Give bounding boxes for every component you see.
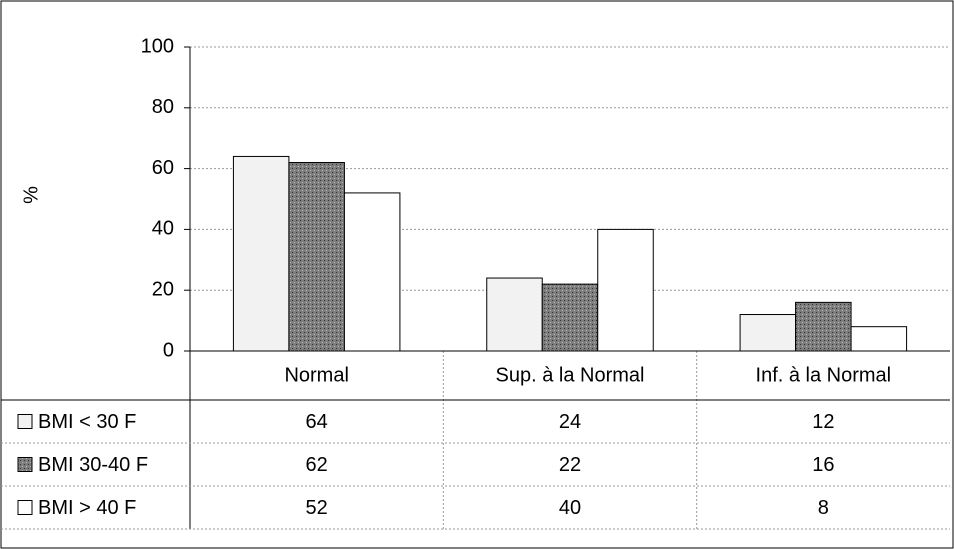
y-tick-label: 40	[152, 218, 174, 240]
table-value: 16	[812, 454, 834, 476]
y-tick-label: 60	[152, 157, 174, 179]
bar	[597, 228, 654, 352]
table-value: 62	[306, 454, 328, 476]
bar	[795, 301, 852, 352]
y-tick-label: 100	[141, 35, 174, 57]
y-tick-label: 80	[152, 96, 174, 118]
table-value: 22	[559, 454, 581, 476]
table-value: 52	[306, 497, 328, 519]
bar	[541, 283, 599, 352]
table-value: 40	[559, 497, 581, 519]
legend-label: BMI < 30 F	[38, 411, 136, 433]
table-value: 12	[812, 411, 834, 433]
legend-swatch	[17, 500, 33, 515]
bar	[343, 192, 401, 352]
bar	[288, 162, 345, 352]
table-value: 8	[818, 497, 829, 519]
table-value: 64	[306, 411, 328, 433]
bar	[739, 314, 797, 352]
legend-swatch	[17, 457, 33, 472]
y-tick-label: 0	[163, 339, 174, 361]
x-tick-label: Inf. à la Normal	[756, 364, 892, 386]
y-axis-label: %	[20, 186, 42, 204]
table-value: 24	[559, 411, 581, 433]
x-tick-label: Sup. à la Normal	[496, 364, 645, 386]
bar	[850, 326, 908, 352]
y-tick-label: 20	[152, 278, 174, 300]
x-tick-label: Normal	[284, 364, 348, 386]
legend-label: BMI 30-40 F	[38, 454, 148, 476]
legend-swatch	[17, 414, 33, 429]
bar	[486, 277, 543, 352]
bar	[232, 155, 290, 352]
legend-label: BMI > 40 F	[38, 497, 136, 519]
